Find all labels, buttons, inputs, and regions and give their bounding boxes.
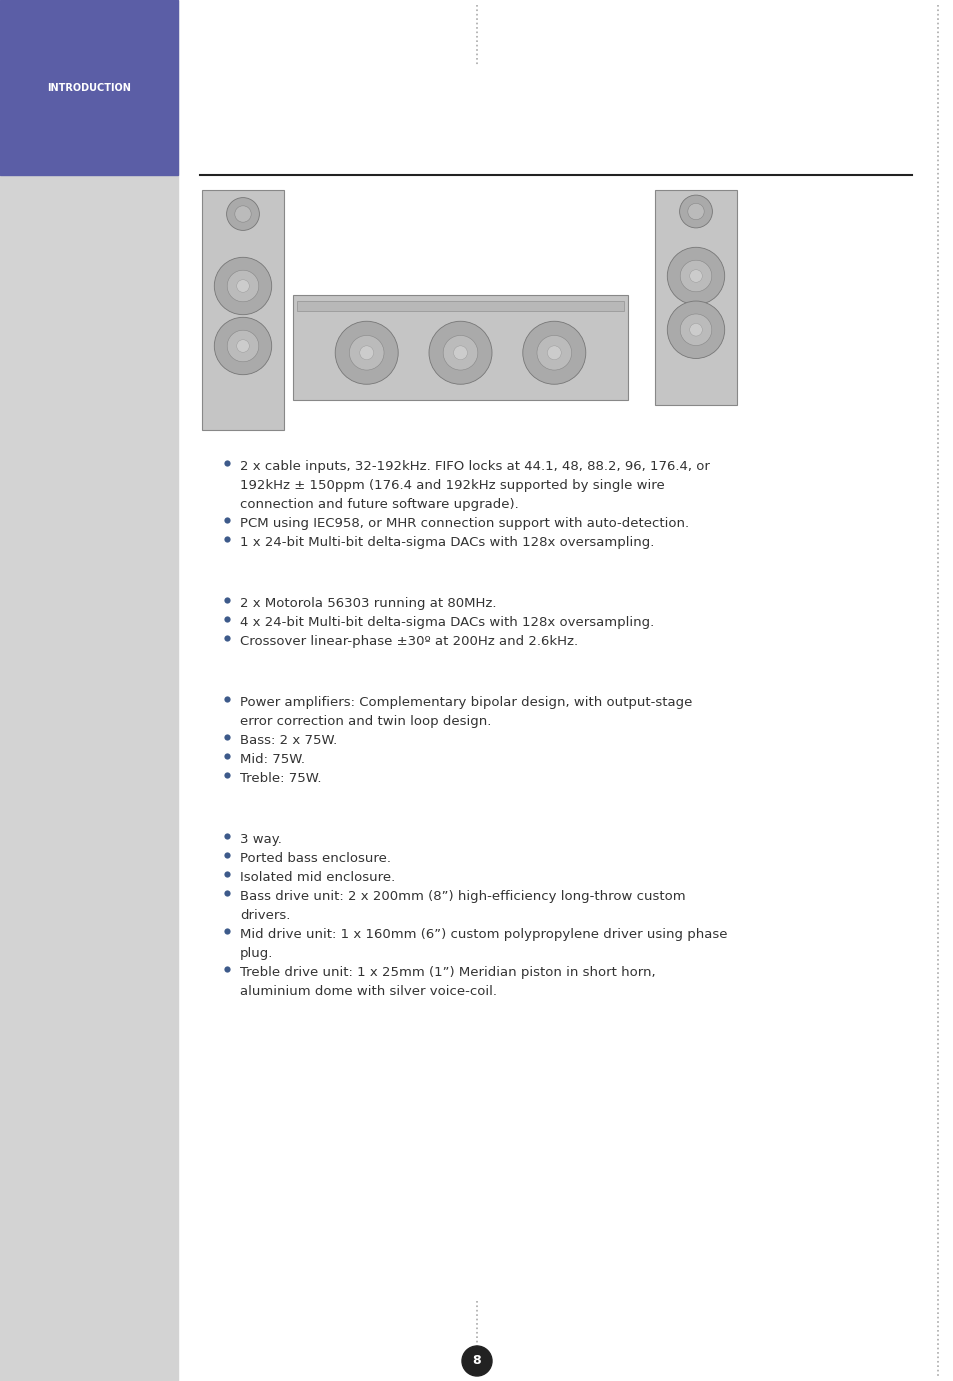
Text: drivers.: drivers. <box>240 909 290 923</box>
Text: Isolated mid enclosure.: Isolated mid enclosure. <box>240 871 395 884</box>
Circle shape <box>227 271 258 302</box>
Circle shape <box>547 345 560 359</box>
Text: aluminium dome with silver voice-coil.: aluminium dome with silver voice-coil. <box>240 985 497 998</box>
Bar <box>0 0 178 175</box>
Circle shape <box>537 336 571 370</box>
Circle shape <box>234 206 251 222</box>
Text: Bass drive unit: 2 x 200mm (8”) high-efficiency long-throw custom: Bass drive unit: 2 x 200mm (8”) high-eff… <box>240 889 685 903</box>
Bar <box>296 301 623 311</box>
Text: error correction and twin loop design.: error correction and twin loop design. <box>240 715 491 728</box>
Text: INTRODUCTION: INTRODUCTION <box>47 83 131 93</box>
Circle shape <box>236 280 249 293</box>
Text: 8: 8 <box>472 1355 481 1367</box>
Circle shape <box>679 313 711 345</box>
Text: 1 x 24-bit Multi-bit delta-sigma DACs with 128x oversampling.: 1 x 24-bit Multi-bit delta-sigma DACs wi… <box>240 536 654 550</box>
Circle shape <box>453 345 467 359</box>
Text: Mid drive unit: 1 x 160mm (6”) custom polypropylene driver using phase: Mid drive unit: 1 x 160mm (6”) custom po… <box>240 928 727 940</box>
Text: PCM using IEC958, or MHR connection support with auto-detection.: PCM using IEC958, or MHR connection supp… <box>240 516 688 530</box>
Circle shape <box>227 197 259 231</box>
Text: plug.: plug. <box>240 947 274 960</box>
Circle shape <box>236 340 249 352</box>
Circle shape <box>359 345 374 359</box>
Text: Ported bass enclosure.: Ported bass enclosure. <box>240 852 391 865</box>
Bar <box>293 296 627 400</box>
Text: Treble drive unit: 1 x 25mm (1”) Meridian piston in short horn,: Treble drive unit: 1 x 25mm (1”) Meridia… <box>240 965 655 979</box>
Circle shape <box>679 260 711 291</box>
Circle shape <box>349 336 384 370</box>
Circle shape <box>335 322 397 384</box>
Text: connection and future software upgrade).: connection and future software upgrade). <box>240 499 518 511</box>
Text: Power amplifiers: Complementary bipolar design, with output-stage: Power amplifiers: Complementary bipolar … <box>240 696 692 708</box>
Circle shape <box>214 257 272 315</box>
Circle shape <box>679 195 712 228</box>
Circle shape <box>443 336 477 370</box>
Circle shape <box>227 330 258 362</box>
Text: Crossover linear-phase ±30º at 200Hz and 2.6kHz.: Crossover linear-phase ±30º at 200Hz and… <box>240 635 578 648</box>
Circle shape <box>214 318 272 374</box>
Text: Mid: 75W.: Mid: 75W. <box>240 753 305 766</box>
Circle shape <box>689 323 701 336</box>
Circle shape <box>429 322 492 384</box>
Circle shape <box>522 322 585 384</box>
Text: 2 x Motorola 56303 running at 80MHz.: 2 x Motorola 56303 running at 80MHz. <box>240 597 496 610</box>
Circle shape <box>666 301 724 359</box>
Circle shape <box>689 269 701 282</box>
Bar <box>202 191 284 429</box>
Circle shape <box>461 1346 492 1375</box>
Text: 192kHz ± 150ppm (176.4 and 192kHz supported by single wire: 192kHz ± 150ppm (176.4 and 192kHz suppor… <box>240 479 664 492</box>
Bar <box>0 0 178 1381</box>
Text: 2 x cable inputs, 32-192kHz. FIFO locks at 44.1, 48, 88.2, 96, 176.4, or: 2 x cable inputs, 32-192kHz. FIFO locks … <box>240 460 709 474</box>
Circle shape <box>666 247 724 305</box>
Text: 3 way.: 3 way. <box>240 833 281 847</box>
Circle shape <box>687 203 703 220</box>
Text: Bass: 2 x 75W.: Bass: 2 x 75W. <box>240 733 337 747</box>
Text: 4 x 24-bit Multi-bit delta-sigma DACs with 128x oversampling.: 4 x 24-bit Multi-bit delta-sigma DACs wi… <box>240 616 654 628</box>
Bar <box>655 191 737 405</box>
Text: Treble: 75W.: Treble: 75W. <box>240 772 321 784</box>
